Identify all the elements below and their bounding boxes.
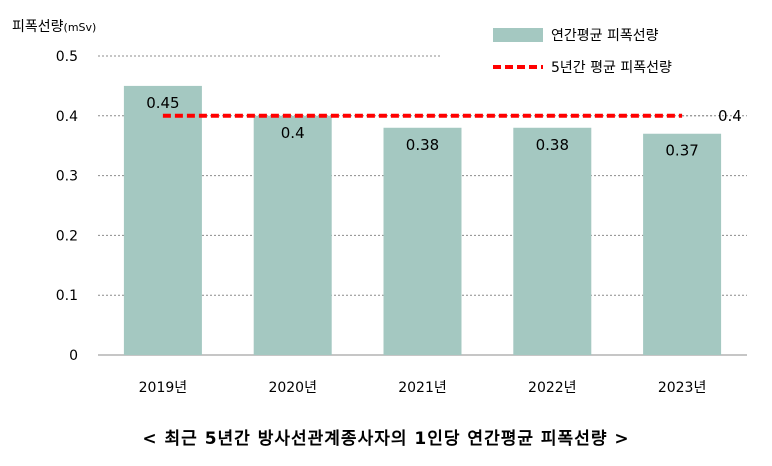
- bar-data-label: 0.38: [536, 136, 569, 154]
- x-tick-label: 2021년: [398, 380, 447, 396]
- bar-data-label: 0.4: [281, 124, 305, 142]
- bar: [253, 115, 332, 355]
- y-tick-label: 0.2: [56, 228, 78, 244]
- bar-data-label: 0.38: [406, 136, 439, 154]
- bar-data-labels: 0.45 0.4 0.38 0.38 0.37: [146, 94, 699, 160]
- x-tick-label: 2022년: [528, 380, 577, 396]
- y-tick-label: 0.4: [56, 109, 78, 125]
- bar: [383, 127, 462, 355]
- legend-bar-label: 연간평균 피폭선량: [551, 28, 659, 44]
- bar: [643, 133, 722, 355]
- legend-line-label: 5년간 평균 피폭선량: [551, 60, 672, 76]
- legend-bar-swatch: [493, 28, 543, 42]
- y-tick-label: 0.1: [56, 288, 78, 304]
- y-tick-labels: 0 0.1 0.2 0.3 0.4 0.5: [56, 49, 78, 364]
- x-tick-label: 2019년: [139, 380, 188, 396]
- legend: 연간평균 피폭선량 5년간 평균 피폭선량: [493, 28, 672, 76]
- bars: [123, 85, 722, 356]
- x-tick-labels: 2019년 2020년 2021년 2022년 2023년: [139, 380, 707, 396]
- y-tick-label: 0.3: [56, 169, 78, 185]
- bar: [513, 127, 592, 355]
- average-line-group: 0.4: [162, 107, 742, 125]
- chart-caption: < 최근 5년간 방사선관계종사자의 1인당 연간평균 피폭선량 >: [142, 429, 630, 449]
- y-tick-label: 0: [69, 348, 78, 364]
- y-axis-title: 피폭선량(mSv): [12, 19, 96, 35]
- bar-data-label: 0.45: [146, 94, 179, 112]
- x-tick-label: 2023년: [658, 380, 707, 396]
- bar: [123, 85, 202, 356]
- y-tick-label: 0.5: [56, 49, 78, 65]
- bar-data-label: 0.37: [665, 142, 698, 160]
- x-tick-label: 2020년: [268, 380, 317, 396]
- y-axis-unit: (mSv): [64, 21, 97, 34]
- average-line-label: 0.4: [718, 107, 742, 125]
- y-axis-title-text: 피폭선량: [12, 19, 64, 35]
